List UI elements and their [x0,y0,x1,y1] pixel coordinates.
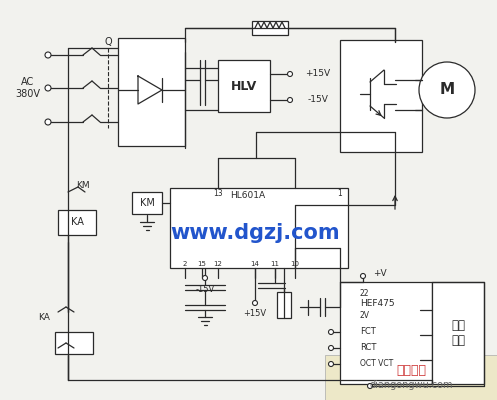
Text: 10: 10 [291,261,300,267]
Circle shape [252,300,257,306]
Text: 电工之屋: 电工之屋 [396,364,426,376]
Text: HLV: HLV [231,80,257,92]
Text: M: M [439,82,455,98]
Bar [432,282,484,384]
Text: +V: +V [373,270,387,278]
Text: KA: KA [71,217,83,227]
Circle shape [287,72,293,76]
Text: 2V: 2V [360,312,370,320]
Text: +15V: +15V [244,308,266,318]
Bar [325,355,497,400]
Bar [132,192,162,214]
Circle shape [367,384,372,388]
Bar [218,60,270,112]
Text: 2: 2 [183,261,187,267]
Bar [277,292,291,318]
Circle shape [202,276,208,280]
Circle shape [287,98,293,102]
Circle shape [45,85,51,91]
Circle shape [45,119,51,125]
Bar [118,38,185,146]
Bar [252,21,288,35]
Text: OCT VCT: OCT VCT [360,360,393,368]
Text: KA: KA [38,314,50,322]
Text: 12: 12 [214,261,223,267]
Text: +15V: +15V [306,70,331,78]
Circle shape [45,52,51,58]
Text: 1: 1 [337,188,342,198]
Text: KM: KM [140,198,155,208]
Bar [58,210,96,235]
Bar [340,282,432,384]
Text: KM: KM [76,180,89,190]
Circle shape [419,62,475,118]
Text: RCT: RCT [360,344,376,352]
Text: diangongwu.com: diangongwu.com [369,380,453,390]
Polygon shape [138,76,162,104]
Text: HL601A: HL601A [231,190,265,200]
Text: FCT: FCT [360,328,376,336]
Circle shape [329,362,333,366]
Bar [340,40,422,152]
Text: www.dgzj.com: www.dgzj.com [170,223,340,243]
Text: Q: Q [104,37,112,47]
Circle shape [329,330,333,334]
Text: 13: 13 [213,188,223,198]
Text: -15V: -15V [308,96,329,104]
Text: 14: 14 [250,261,259,267]
Text: HEF475: HEF475 [360,300,395,308]
Circle shape [329,346,333,350]
Text: 栊极
驱动: 栊极 驱动 [451,319,465,347]
Text: 15: 15 [198,261,206,267]
Text: AC
380V: AC 380V [15,77,40,99]
Text: -15V: -15V [195,286,215,294]
Bar [55,332,93,354]
Text: 22: 22 [360,288,369,298]
Bar [170,188,348,268]
Circle shape [360,274,365,278]
Text: 11: 11 [270,261,279,267]
